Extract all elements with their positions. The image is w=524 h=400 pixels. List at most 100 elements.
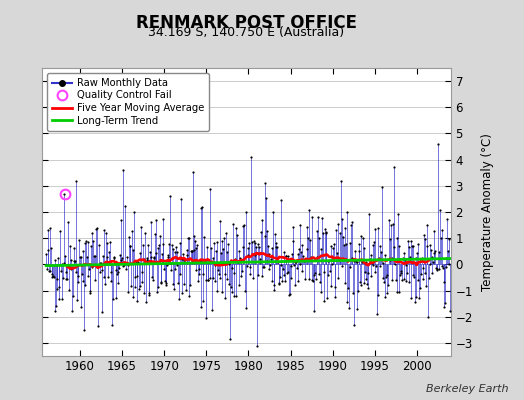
Point [151,230,159,237]
Point [86,290,94,296]
Point [319,268,328,275]
Point [123,254,131,260]
Point [428,270,436,276]
Point [170,286,178,292]
Point [134,259,143,266]
Point [268,278,277,284]
Point [370,239,378,245]
Point [114,280,123,286]
Point [298,242,306,248]
Point [313,228,321,234]
Point [296,260,304,267]
Point [355,248,364,255]
Point [64,218,72,225]
Point [434,141,442,147]
Point [210,239,218,246]
Point [372,226,380,232]
Point [381,252,389,258]
Point [54,255,62,261]
Point [48,274,56,280]
Point [368,259,376,266]
Point [343,298,352,305]
Point [326,243,335,249]
Point [242,305,250,311]
Point [155,242,163,248]
Point [111,261,119,268]
Point [53,286,61,292]
Point [392,289,401,295]
Point [321,226,329,232]
Point [206,186,215,192]
Point [62,276,70,283]
Point [50,257,59,263]
Point [342,241,350,247]
Point [310,308,319,314]
Point [61,253,69,260]
Point [71,177,80,184]
Point [60,260,68,266]
Point [230,270,238,276]
Point [213,288,222,294]
Point [172,243,180,250]
Point [334,221,343,227]
Point [271,240,280,246]
Point [148,274,156,280]
Point [263,258,271,264]
Point [278,278,286,284]
Point [163,252,172,259]
Point [374,224,383,231]
Point [388,276,397,283]
Point [223,249,232,255]
Point [263,228,271,234]
Point [162,280,170,286]
Point [424,274,433,281]
Point [281,252,290,259]
Point [49,273,57,280]
Point [265,266,273,272]
Point [187,248,195,254]
Point [413,277,422,284]
Point [58,261,66,267]
Point [97,308,106,315]
Point [58,296,67,302]
Point [153,288,161,295]
Point [82,238,90,244]
Point [198,204,206,210]
Point [296,222,304,228]
Point [110,255,118,262]
Point [204,277,213,284]
Point [180,256,189,263]
Point [106,238,114,245]
Point [294,278,302,284]
Point [93,262,101,269]
Point [98,267,106,273]
Point [401,262,410,268]
Point [143,256,151,263]
Point [73,279,82,285]
Point [163,262,171,268]
Point [230,293,238,299]
Point [79,278,87,284]
Point [422,243,431,250]
Point [429,259,437,266]
Point [402,278,411,284]
Point [379,260,387,266]
Point [256,256,265,262]
Point [239,243,248,250]
Point [211,278,219,284]
Point [316,246,325,252]
Point [423,222,432,228]
Point [232,293,241,299]
Point [179,251,187,257]
Point [77,254,85,261]
Point [182,252,191,258]
Point [389,244,398,250]
Point [440,304,448,310]
Point [188,248,196,254]
Point [352,258,360,264]
Point [72,269,81,276]
Point [224,241,232,247]
Point [97,259,105,266]
Point [154,245,162,252]
Point [312,276,320,282]
